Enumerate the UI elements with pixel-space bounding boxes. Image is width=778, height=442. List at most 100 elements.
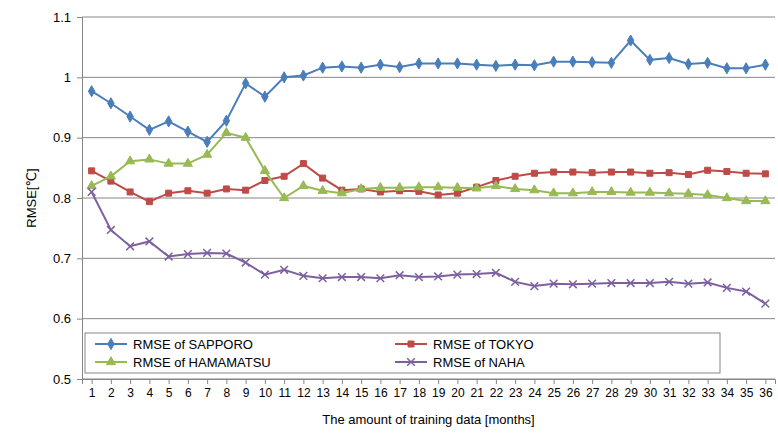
x-tick: 10	[259, 379, 273, 400]
marker	[665, 188, 674, 196]
marker	[146, 124, 152, 135]
marker	[242, 78, 248, 89]
marker	[166, 190, 172, 196]
marker	[165, 116, 171, 127]
marker	[243, 187, 249, 193]
x-tick-mark	[130, 379, 131, 384]
marker	[666, 170, 672, 176]
x-tick-label: 32	[682, 386, 696, 400]
marker	[646, 279, 654, 287]
y-tick: 1	[64, 70, 82, 85]
marker	[512, 59, 518, 70]
legend-marker	[407, 358, 415, 366]
grid-line	[82, 137, 775, 138]
marker	[627, 279, 635, 287]
marker	[223, 115, 229, 126]
marker	[570, 56, 576, 67]
legend-marker	[106, 357, 115, 365]
x-tick-mark	[669, 379, 670, 384]
x-tick: 14	[336, 379, 350, 400]
x-tick-label: 23	[509, 386, 523, 400]
marker	[88, 188, 96, 196]
x-tick: 16	[374, 379, 388, 400]
marker	[762, 171, 768, 177]
y-tick: 0.7	[53, 251, 82, 266]
x-tick-label: 33	[701, 386, 715, 400]
marker	[454, 271, 462, 279]
x-tick-label: 3	[127, 386, 134, 400]
x-tick: 21	[470, 379, 484, 400]
y-axis: 0.50.60.70.80.911.1	[53, 10, 83, 387]
x-tick-mark	[611, 379, 612, 384]
y-tick-label: 1	[64, 70, 71, 85]
marker	[146, 199, 152, 205]
chart: 0.50.60.70.80.911.1123456789101112131415…	[0, 0, 778, 442]
marker	[647, 54, 653, 65]
legend-label: RMSE of HAMAMATSU	[133, 355, 271, 370]
x-tick: 8	[224, 379, 231, 400]
series	[87, 128, 770, 204]
legend-entry: RMSE of SAPPORO	[95, 337, 253, 352]
x-tick-label: 13	[316, 386, 330, 400]
x-tick: 23	[509, 379, 523, 400]
marker	[703, 190, 712, 198]
x-tick-label: 26	[567, 386, 581, 400]
marker	[320, 175, 326, 181]
marker	[377, 59, 383, 70]
y-tick-mark	[77, 198, 82, 199]
legend-label: RMSE of NAHA	[433, 355, 525, 370]
x-tick-mark	[149, 379, 150, 384]
x-tick-label: 9	[243, 386, 250, 400]
x-tick-label: 17	[393, 386, 407, 400]
marker	[531, 60, 537, 71]
marker	[126, 156, 135, 164]
marker	[608, 279, 616, 287]
x-tick-label: 27	[586, 386, 600, 400]
marker	[260, 166, 269, 174]
marker	[434, 182, 443, 190]
series-line	[92, 164, 766, 202]
x-tick: 26	[567, 379, 581, 400]
x-tick-mark	[284, 379, 285, 384]
series-line	[92, 192, 766, 304]
marker	[626, 187, 635, 195]
marker	[704, 57, 710, 68]
marker	[743, 170, 749, 176]
marker	[435, 58, 441, 69]
x-tick-mark	[554, 379, 555, 384]
marker	[357, 184, 366, 192]
grid	[82, 17, 775, 379]
marker	[319, 274, 327, 282]
y-tick: 0.8	[53, 191, 82, 206]
marker	[261, 271, 269, 279]
marker	[530, 185, 539, 193]
marker	[87, 181, 96, 189]
marker	[762, 300, 770, 308]
marker	[685, 58, 691, 69]
marker	[684, 189, 693, 197]
x-tick: 6	[185, 379, 192, 400]
x-tick-label: 14	[336, 386, 350, 400]
x-tick-mark	[438, 379, 439, 384]
x-tick-mark	[380, 379, 381, 384]
marker	[358, 62, 364, 73]
series	[89, 161, 769, 205]
x-tick-label: 30	[644, 386, 658, 400]
marker	[204, 190, 210, 196]
marker	[185, 188, 191, 194]
x-tick-label: 8	[224, 386, 231, 400]
marker	[262, 178, 268, 184]
x-tick-label: 18	[413, 386, 427, 400]
x-tick-mark	[419, 379, 420, 384]
marker	[685, 171, 691, 177]
x-tick-label: 36	[759, 386, 773, 400]
x-tick-mark	[534, 379, 535, 384]
y-tick: 0.5	[53, 372, 82, 387]
marker	[241, 132, 250, 140]
marker	[281, 173, 287, 179]
marker	[126, 242, 134, 250]
marker	[589, 170, 595, 176]
marker	[396, 61, 402, 72]
x-tick-label: 5	[166, 386, 173, 400]
marker	[628, 169, 634, 175]
